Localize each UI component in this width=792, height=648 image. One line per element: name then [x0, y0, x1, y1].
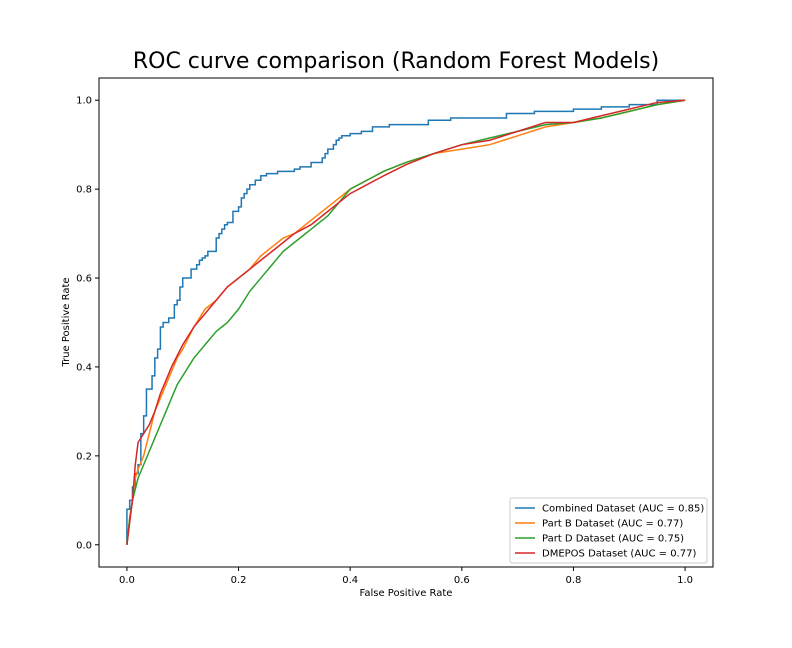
legend: Combined Dataset (AUC = 0.85) Part B Data… — [509, 497, 708, 564]
y-tick-label: 0.4 — [76, 362, 92, 373]
legend-label: Part D Dataset (AUC = 0.75) — [542, 534, 684, 545]
plot-frame — [98, 77, 714, 568]
roc-lines — [126, 99, 686, 545]
chart-title: ROC curve comparison (Random Forest Mode… — [133, 49, 659, 74]
roc-series-1 — [126, 99, 686, 545]
roc-series-3 — [126, 99, 686, 545]
y-axis-label: True Positive Rate — [61, 277, 72, 367]
x-axis-label: False Positive Rate — [360, 588, 453, 599]
y-tick-label: 1.0 — [76, 96, 92, 107]
y-tick-label: 0.6 — [76, 274, 92, 285]
legend-box — [509, 497, 708, 564]
x-tick-label: 0.6 — [454, 575, 470, 586]
legend-label: Part B Dataset (AUC = 0.77) — [542, 519, 683, 530]
x-tick-label: 0.4 — [342, 575, 358, 586]
x-tick-label: 1.0 — [677, 575, 693, 586]
axis-ticks: 0.0 0.2 0.4 0.6 0.8 1.0 0.0 0.2 0.4 0.6 0.8 1.0 — [76, 96, 693, 586]
legend-label: DMEPOS Dataset (AUC = 0.77) — [542, 549, 696, 560]
x-tick-label: 0.2 — [231, 575, 247, 586]
y-tick-label: 0.8 — [76, 185, 92, 196]
legend-label: Combined Dataset (AUC = 0.85) — [542, 504, 704, 515]
x-tick-label: 0.8 — [566, 575, 582, 586]
roc-series-0 — [126, 99, 686, 545]
y-tick-label: 0.2 — [76, 451, 92, 462]
x-tick-label: 0.0 — [119, 575, 135, 586]
roc-series-2 — [126, 99, 686, 545]
y-tick-label: 0.0 — [76, 540, 92, 551]
